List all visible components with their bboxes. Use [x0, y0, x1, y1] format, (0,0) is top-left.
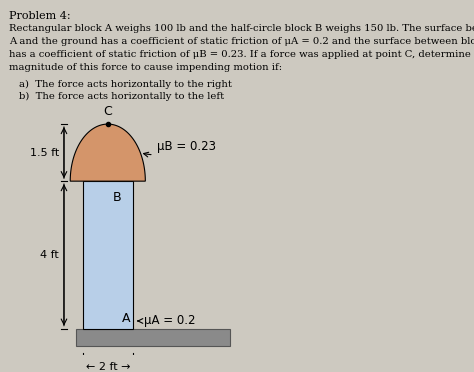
Polygon shape	[70, 124, 146, 181]
Text: μA = 0.2: μA = 0.2	[138, 314, 196, 327]
Text: ← 2 ft →: ← 2 ft →	[85, 362, 130, 372]
Bar	[76, 328, 230, 346]
Text: a)  The force acts horizontally to the right: a) The force acts horizontally to the ri…	[19, 79, 232, 89]
Text: C: C	[103, 105, 112, 118]
Text: A: A	[122, 312, 130, 325]
Text: b)  The force acts horizontally to the left: b) The force acts horizontally to the le…	[19, 92, 224, 101]
Text: 4 ft: 4 ft	[40, 250, 59, 260]
Text: μB = 0.23: μB = 0.23	[144, 140, 216, 157]
Text: Rectangular block A weighs 100 lb and the half-circle block B weighs 150 lb. The: Rectangular block A weighs 100 lb and th…	[9, 24, 474, 33]
Text: B: B	[113, 191, 121, 204]
Text: 1.5 ft: 1.5 ft	[30, 148, 59, 158]
Text: has a coefficient of static friction of μB = 0.23. If a force was applied at poi: has a coefficient of static friction of …	[9, 50, 474, 59]
Bar	[83, 181, 133, 328]
Text: A and the ground has a coefficient of static friction of μA = 0.2 and the surfac: A and the ground has a coefficient of st…	[9, 37, 474, 46]
Text: magnitude of this force to cause impending motion if:: magnitude of this force to cause impendi…	[9, 63, 282, 72]
Text: Problem 4:: Problem 4:	[9, 11, 71, 21]
